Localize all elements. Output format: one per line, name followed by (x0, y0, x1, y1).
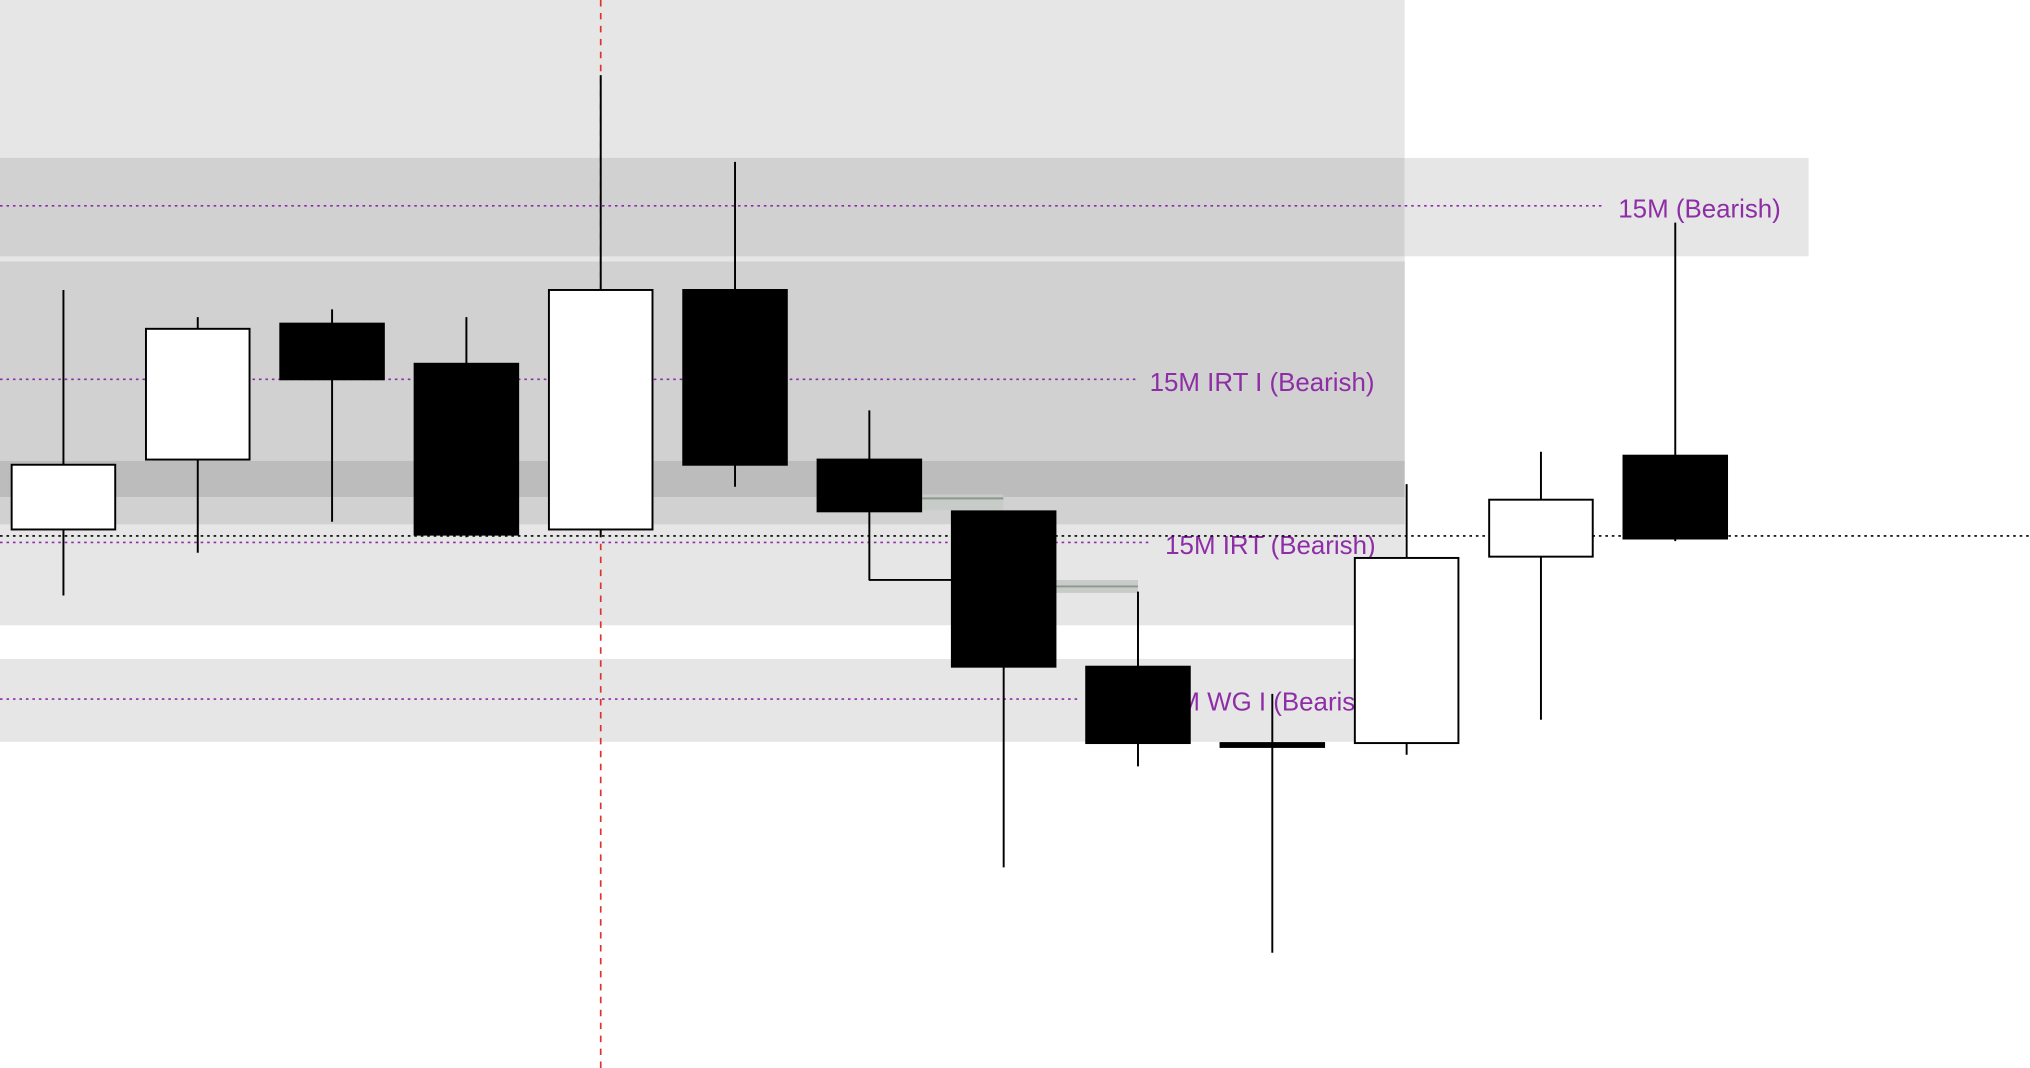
level-label: 15M IRT I (Bearish) (1150, 369, 1375, 397)
zone-15m-bearish-left (0, 157, 1405, 257)
candle[interactable] (1219, 693, 1326, 953)
candle-body (145, 327, 251, 461)
candle[interactable] (547, 75, 654, 538)
candle-body (1219, 742, 1326, 748)
candle[interactable] (950, 510, 1057, 868)
candle-body (682, 289, 788, 466)
candle[interactable] (1353, 484, 1460, 755)
zones (0, 0, 1809, 742)
candle[interactable] (1488, 451, 1594, 720)
candles (10, 75, 1729, 953)
candle[interactable] (1622, 222, 1729, 542)
candle[interactable] (413, 317, 520, 538)
candle[interactable] (145, 317, 251, 553)
zone-15m-irt-i-lower (0, 497, 1405, 525)
candle-body (816, 458, 923, 513)
candle-body (1622, 454, 1729, 540)
candle-body (1353, 556, 1460, 745)
candle[interactable] (279, 309, 385, 522)
candle-body (950, 510, 1057, 668)
candle[interactable] (1085, 591, 1191, 767)
zone-15m-bearish-right (1404, 157, 1809, 257)
candle[interactable] (816, 410, 923, 580)
candle-body (10, 463, 117, 531)
zone-overlap (0, 460, 1405, 498)
candle[interactable] (682, 161, 788, 487)
levels: 15M (Bearish)15M IRT I (Bearish)15M IRT … (0, 195, 1781, 717)
gap-box-1 (921, 494, 1004, 511)
candle[interactable] (10, 289, 117, 596)
candle-body (1488, 498, 1594, 558)
candle-body (547, 289, 654, 531)
candle-body (279, 322, 385, 381)
candle-body (413, 362, 520, 536)
level-label: 15M (Bearish) (1618, 195, 1781, 223)
candle-body (1085, 665, 1191, 745)
